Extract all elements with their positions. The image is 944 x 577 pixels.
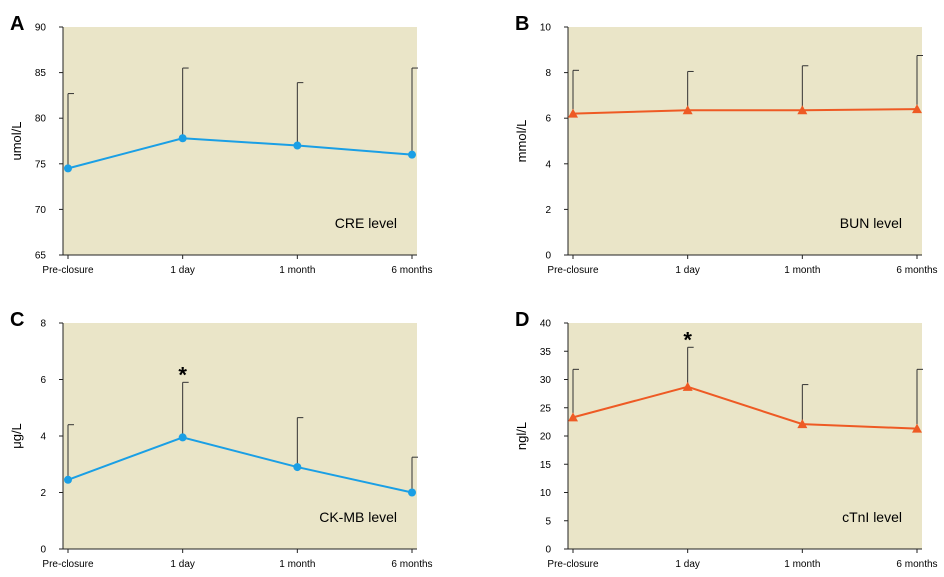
y-tick-label: 2 [545,205,551,216]
y-tick-label: 10 [540,488,552,499]
y-tick-label: 35 [540,347,552,358]
chart-panel-c: Cμg/L 0 2 4 6 8 Pre-closure 1 day 1 month 6 month… [9,309,433,570]
data-point [912,104,922,114]
y-tick-label: 65 [35,251,47,262]
data-point [408,150,416,159]
y-axis-label: umol/L [9,121,24,160]
panel-label: A [10,13,24,35]
x-tick-label: 1 month [279,265,315,276]
y-axis-label: mmol/L [514,120,529,163]
y-tick-label: 0 [545,545,551,556]
x-tick-label: 6 months [896,265,937,276]
y-tick-label: 10 [540,23,552,34]
data-point [293,463,302,472]
significance-marker: * [178,362,187,387]
x-tick-label: 6 months [391,559,432,570]
y-tick-label: 85 [35,68,47,79]
x-tick-label: 1 day [675,559,699,570]
x-tick-label: Pre-closure [42,559,94,570]
panel-label: C [10,309,24,331]
data-point [293,141,302,150]
data-point [178,433,187,442]
panel-annotation: CK-MB level [319,509,397,525]
y-tick-label: 4 [545,159,551,170]
panel-label: D [515,309,529,331]
x-tick-label: 1 day [675,265,699,276]
series-line [67,137,413,170]
y-tick-label: 0 [40,545,46,556]
x-tick-label: 1 month [279,559,315,570]
plot-area [568,323,922,549]
y-tick-label: 90 [35,23,47,34]
x-tick-label: Pre-closure [547,265,599,276]
y-tick-label: 25 [540,403,552,414]
y-tick-label: 15 [540,460,552,471]
y-tick-label: 30 [540,375,552,386]
x-tick-label: 1 month [784,559,820,570]
panel-annotation: BUN level [840,215,902,231]
significance-marker: * [683,327,692,352]
y-tick-label: 6 [40,375,46,386]
data-point [682,105,693,115]
y-axis-label: ngl/L [514,422,529,450]
data-point [178,134,187,143]
y-tick-label: 6 [545,114,551,125]
y-tick-label: 8 [40,319,46,330]
series-line [572,385,918,430]
y-tick-label: 70 [35,205,47,216]
panel-annotation: cTnI level [842,509,902,525]
series-line [67,436,413,494]
data-point [912,423,922,433]
x-tick-label: 6 months [391,265,432,276]
y-axis-label: μg/L [9,423,24,449]
data-point [682,381,693,391]
y-tick-label: 4 [40,432,46,443]
y-tick-label: 8 [545,68,551,79]
x-tick-label: 1 month [784,265,820,276]
series-line [572,108,918,115]
x-tick-label: Pre-closure [42,265,94,276]
y-tick-label: 5 [545,516,551,527]
data-point [797,419,808,429]
plot-area [63,323,417,549]
x-tick-label: 1 day [170,265,194,276]
data-point [568,412,578,422]
y-tick-label: 75 [35,159,47,170]
panel-annotation: CRE level [335,215,397,231]
panel-label: B [515,13,529,35]
data-point [408,488,416,497]
y-tick-label: 0 [545,251,551,262]
y-tick-label: 2 [40,488,46,499]
data-point [568,108,578,118]
data-point [64,475,72,484]
y-tick-label: 40 [540,319,552,330]
x-tick-label: Pre-closure [547,559,599,570]
x-tick-label: 1 day [170,559,194,570]
data-point [797,105,808,115]
plot-area [568,27,922,255]
data-point [64,164,72,173]
x-tick-label: 6 months [896,559,937,570]
y-tick-label: 20 [540,432,552,443]
y-tick-label: 80 [35,114,47,125]
